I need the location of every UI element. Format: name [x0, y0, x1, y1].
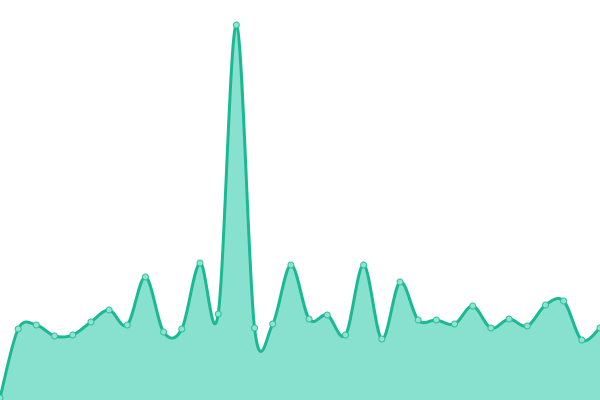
data-point-27: [487, 324, 495, 332]
data-point-29: [523, 322, 531, 330]
data-point-21: [378, 335, 386, 343]
data-point-4: [69, 331, 77, 339]
data-point-23: [414, 316, 422, 324]
data-point-9: [160, 328, 168, 336]
data-point-22: [396, 278, 404, 286]
data-point-31: [560, 297, 568, 305]
data-point-6: [105, 306, 113, 314]
data-point-2: [32, 321, 40, 329]
data-point-25: [451, 320, 459, 328]
data-point-28: [505, 315, 513, 323]
data-point-15: [269, 320, 277, 328]
data-point-10: [178, 325, 186, 333]
area-fill: [0, 24, 600, 400]
data-point-1: [14, 325, 22, 333]
data-point-30: [541, 301, 549, 309]
data-point-0: [0, 394, 4, 400]
data-point-7: [123, 321, 131, 329]
data-point-33: [596, 324, 600, 332]
data-point-12: [214, 310, 222, 318]
data-point-8: [141, 273, 149, 281]
data-point-17: [305, 315, 313, 323]
data-point-26: [469, 302, 477, 310]
data-point-19: [341, 331, 349, 339]
data-point-14: [251, 324, 259, 332]
data-point-13: [232, 21, 240, 29]
data-point-16: [287, 261, 295, 269]
data-point-5: [87, 318, 95, 326]
data-point-18: [323, 311, 331, 319]
data-points: [0, 21, 600, 400]
data-point-3: [51, 332, 59, 340]
data-point-24: [432, 316, 440, 324]
data-point-11: [196, 259, 204, 267]
data-point-32: [578, 336, 586, 344]
data-point-20: [360, 261, 368, 269]
